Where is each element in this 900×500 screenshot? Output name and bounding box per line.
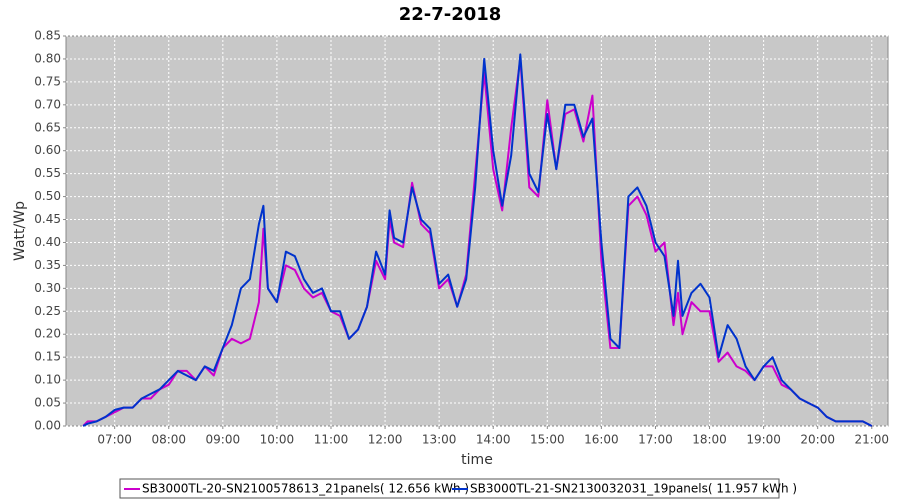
x-tick-label: 12:00: [368, 433, 403, 447]
x-tick-label: 08:00: [151, 433, 186, 447]
y-tick-label: 0.70: [34, 97, 61, 111]
x-axis-label: time: [461, 452, 493, 468]
x-tick-label: 15:00: [530, 433, 565, 447]
y-tick-label: 0.75: [34, 74, 61, 88]
y-tick-label: 0.35: [34, 258, 61, 272]
x-tick-label: 13:00: [422, 433, 457, 447]
x-tick-label: 18:00: [692, 433, 727, 447]
y-tick-label: 0.25: [34, 304, 61, 318]
y-tick-label: 0.40: [34, 235, 61, 249]
x-tick-label: 07:00: [97, 433, 132, 447]
y-tick-label: 0.80: [34, 51, 61, 65]
chart-title: 22-7-2018: [399, 4, 502, 25]
legend: [119, 478, 780, 499]
x-tick-label: 17:00: [638, 433, 673, 447]
plot-area: [65, 35, 889, 427]
x-tick-label: 19:00: [746, 433, 781, 447]
y-tick-label: 0.85: [34, 29, 61, 43]
legend-label: SB3000TL-20-SN2100578613_21panels( 12.65…: [142, 482, 469, 496]
x-tick-label: 16:00: [584, 433, 619, 447]
y-tick-label: 0.10: [34, 373, 61, 387]
legend-label: SB3000TL-21-SN2130032031_19panels( 11.95…: [470, 482, 797, 496]
x-tick-label: 21:00: [854, 433, 889, 447]
x-tick-label: 11:00: [314, 433, 349, 447]
y-tick-label: 0.30: [34, 281, 61, 295]
y-tick-label: 0.45: [34, 212, 61, 226]
y-tick-label: 0.50: [34, 189, 61, 203]
x-tick-label: 14:00: [476, 433, 511, 447]
y-tick-label: 0.55: [34, 166, 61, 180]
y-tick-label: 0.15: [34, 350, 61, 364]
y-axis-label: Watt/Wp: [12, 201, 28, 261]
y-tick-label: 0.00: [34, 419, 61, 433]
x-tick-label: 09:00: [206, 433, 241, 447]
y-tick-label: 0.20: [34, 327, 61, 341]
y-tick-label: 0.05: [34, 396, 61, 410]
x-tick-label: 10:00: [260, 433, 295, 447]
x-tick-label: 20:00: [800, 433, 835, 447]
series-line: [82, 53, 873, 427]
y-tick-label: 0.65: [34, 120, 61, 134]
y-tick-label: 0.60: [34, 143, 61, 157]
